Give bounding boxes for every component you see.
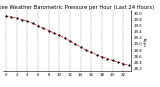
Y-axis label: inHg: inHg	[143, 36, 147, 46]
Title: Milwaukee Weather Barometric Pressure per Hour (Last 24 Hours): Milwaukee Weather Barometric Pressure pe…	[0, 5, 154, 10]
